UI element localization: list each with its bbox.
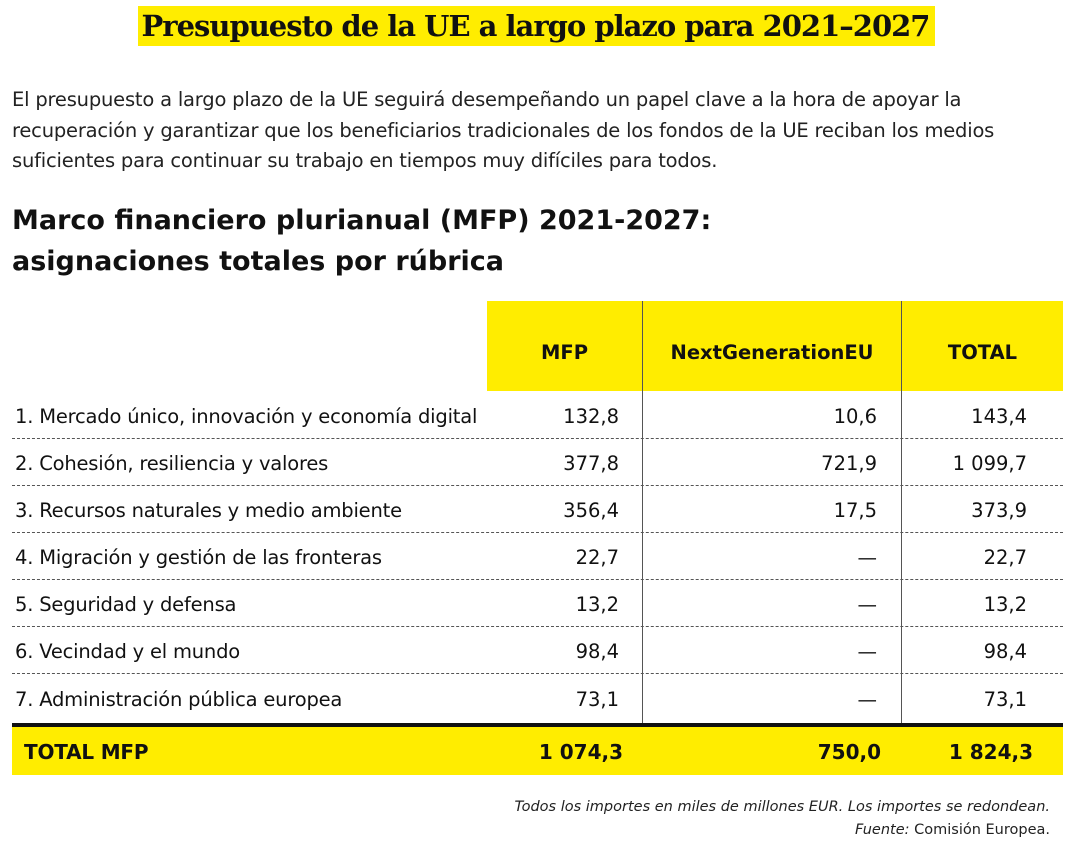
total-label: TOTAL MFP	[24, 740, 149, 764]
row-ngeu-value: —	[857, 688, 878, 711]
column-divider	[901, 301, 902, 775]
column-header-nextgenerationeu: NextGenerationEU	[670, 341, 874, 364]
row-mfp-value: 132,8	[563, 405, 619, 428]
table-row: 2. Cohesión, resiliencia y valores 377,8…	[12, 438, 1063, 486]
row-label: 6. Vecindad y el mundo	[15, 640, 241, 663]
row-ngeu-value: —	[857, 546, 878, 569]
row-total-value: 13,2	[983, 593, 1027, 616]
total-total-value: 1 824,3	[948, 740, 1033, 764]
page-title: Presupuesto de la UE a largo plazo para …	[137, 6, 936, 46]
footnote-amounts-text: Todos los importes en miles de millones …	[514, 799, 1050, 815]
table-row: 6. Vecindad y el mundo 98,4 — 98,4	[12, 626, 1063, 674]
row-ngeu-value: 721,9	[821, 452, 877, 475]
row-mfp-value: 73,1	[575, 688, 619, 711]
table-header-background	[487, 301, 1063, 391]
table-row: 4. Migración y gestión de las fronteras …	[12, 532, 1063, 580]
column-divider	[642, 301, 643, 775]
column-header-total: TOTAL	[947, 341, 1018, 364]
row-mfp-value: 356,4	[563, 499, 619, 522]
table-heading-line-2: asignaciones totales por rúbrica	[12, 246, 504, 277]
row-label: 1. Mercado único, innovación y economía …	[15, 405, 478, 428]
row-total-value: 98,4	[983, 640, 1027, 663]
row-label: 7. Administración pública europea	[15, 688, 343, 711]
table-heading: Marco financiero plurianual (MFP) 2021-2…	[12, 200, 1012, 282]
footnote-amounts: Todos los importes en miles de millones …	[300, 796, 1050, 819]
source-value: Comisión Europea.	[909, 822, 1050, 838]
table-row: 3. Recursos naturales y medio ambiente 3…	[12, 485, 1063, 533]
total-row: TOTAL MFP 1 074,3 750,0 1 824,3	[12, 727, 1063, 775]
total-ngeu-value: 750,0	[817, 740, 881, 764]
intro-paragraph: El presupuesto a largo plazo de la UE se…	[12, 88, 995, 172]
source-label: Fuente:	[854, 822, 910, 838]
row-mfp-value: 22,7	[575, 546, 619, 569]
table-row: 5. Seguridad y defensa 13,2 — 13,2	[12, 579, 1063, 627]
total-divider	[12, 723, 1063, 727]
row-ngeu-value: —	[857, 593, 878, 616]
row-mfp-value: 377,8	[563, 452, 619, 475]
row-mfp-value: 98,4	[575, 640, 619, 663]
row-ngeu-value: 17,5	[833, 499, 877, 522]
row-label: 5. Seguridad y defensa	[15, 593, 237, 616]
row-label: 3. Recursos naturales y medio ambiente	[15, 499, 402, 522]
row-label: 2. Cohesión, resiliencia y valores	[15, 452, 329, 475]
row-ngeu-value: —	[857, 640, 878, 663]
row-label: 4. Migración y gestión de las fronteras	[15, 546, 382, 569]
row-ngeu-value: 10,6	[833, 405, 877, 428]
row-total-value: 373,9	[971, 499, 1027, 522]
total-mfp-value: 1 074,3	[538, 740, 623, 764]
row-total-value: 143,4	[971, 405, 1027, 428]
table-row: 7. Administración pública europea 73,1 —…	[12, 674, 1063, 721]
row-mfp-value: 13,2	[575, 593, 619, 616]
table-heading-line-1: Marco financiero plurianual (MFP) 2021-2…	[12, 205, 712, 236]
row-total-value: 1 099,7	[952, 452, 1027, 475]
row-total-value: 73,1	[983, 688, 1027, 711]
row-total-value: 22,7	[983, 546, 1027, 569]
footnote-source: Fuente: Comisión Europea.	[300, 819, 1050, 842]
column-header-mfp: MFP	[540, 341, 589, 364]
table-row: 1. Mercado único, innovación y economía …	[12, 391, 1063, 439]
